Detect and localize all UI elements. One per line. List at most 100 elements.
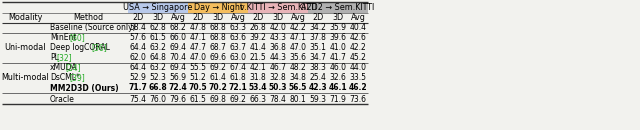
Text: 36.8: 36.8 bbox=[269, 44, 287, 53]
Text: 3D: 3D bbox=[212, 14, 223, 22]
Text: 47.0: 47.0 bbox=[189, 54, 207, 63]
Text: Avg: Avg bbox=[230, 14, 245, 22]
Text: 63.0: 63.0 bbox=[230, 54, 246, 63]
Text: 73.6: 73.6 bbox=[349, 95, 367, 103]
Text: Baseline (Source only): Baseline (Source only) bbox=[50, 24, 136, 32]
Text: 37.8: 37.8 bbox=[310, 34, 326, 43]
Bar bbox=[128, 2, 188, 13]
Text: PL: PL bbox=[50, 54, 59, 63]
Text: 69.6: 69.6 bbox=[209, 54, 227, 63]
Text: Multi-modal: Multi-modal bbox=[1, 73, 49, 83]
Text: xMUDA: xMUDA bbox=[50, 63, 77, 73]
Text: 47.0: 47.0 bbox=[289, 44, 307, 53]
Text: 39.6: 39.6 bbox=[330, 34, 346, 43]
Text: 58.4: 58.4 bbox=[129, 24, 147, 32]
Text: 62.8: 62.8 bbox=[150, 24, 166, 32]
Text: 2D: 2D bbox=[312, 14, 324, 22]
Text: 56.5: 56.5 bbox=[289, 83, 307, 93]
Text: 41.7: 41.7 bbox=[330, 54, 346, 63]
Text: 47.1: 47.1 bbox=[289, 34, 307, 43]
Text: 44.0: 44.0 bbox=[349, 63, 367, 73]
Text: 63.6: 63.6 bbox=[230, 34, 246, 43]
Text: 42.0: 42.0 bbox=[269, 24, 287, 32]
Text: 42.2: 42.2 bbox=[290, 24, 307, 32]
Text: 48.2: 48.2 bbox=[290, 63, 307, 73]
Text: 75.4: 75.4 bbox=[129, 95, 147, 103]
Text: 68.8: 68.8 bbox=[210, 34, 227, 43]
Bar bbox=[188, 2, 248, 13]
Text: Modality: Modality bbox=[8, 14, 42, 22]
Text: 64.4: 64.4 bbox=[129, 63, 147, 73]
Text: 45.2: 45.2 bbox=[349, 54, 367, 63]
Text: 69.2: 69.2 bbox=[230, 95, 246, 103]
Text: 44.3: 44.3 bbox=[269, 54, 287, 63]
Text: 63.2: 63.2 bbox=[150, 63, 166, 73]
Text: 69.4: 69.4 bbox=[170, 63, 186, 73]
Text: 42.1: 42.1 bbox=[250, 63, 266, 73]
Text: v.KITTI → Sem.KITTI: v.KITTI → Sem.KITTI bbox=[239, 3, 317, 12]
Text: Oracle: Oracle bbox=[50, 95, 75, 103]
Text: 78.4: 78.4 bbox=[269, 95, 287, 103]
Text: 71.9: 71.9 bbox=[330, 95, 346, 103]
Text: 46.7: 46.7 bbox=[269, 63, 287, 73]
Text: 40.4: 40.4 bbox=[349, 24, 367, 32]
Text: [32]: [32] bbox=[56, 54, 72, 63]
Text: [39]: [39] bbox=[69, 73, 84, 83]
Text: 68.8: 68.8 bbox=[210, 24, 227, 32]
Text: [24]: [24] bbox=[66, 63, 81, 73]
Text: 47.7: 47.7 bbox=[189, 44, 207, 53]
Text: [60]: [60] bbox=[69, 34, 84, 43]
Text: 61.5: 61.5 bbox=[150, 34, 166, 43]
Text: 2D: 2D bbox=[132, 14, 143, 22]
Text: 66.0: 66.0 bbox=[170, 34, 186, 43]
Text: 42.6: 42.6 bbox=[349, 34, 367, 43]
Text: 41.4: 41.4 bbox=[250, 44, 266, 53]
Text: 71.7: 71.7 bbox=[129, 83, 147, 93]
Text: 21.5: 21.5 bbox=[250, 54, 266, 63]
Text: 51.2: 51.2 bbox=[189, 73, 206, 83]
Text: 35.1: 35.1 bbox=[310, 44, 326, 53]
Text: 32.6: 32.6 bbox=[330, 73, 346, 83]
Text: USA → Singapore: USA → Singapore bbox=[124, 3, 193, 12]
Text: MinEnt: MinEnt bbox=[50, 34, 77, 43]
Text: 68.7: 68.7 bbox=[209, 44, 227, 53]
Text: 41.0: 41.0 bbox=[330, 44, 346, 53]
Text: 42.3: 42.3 bbox=[308, 83, 327, 93]
Text: 69.8: 69.8 bbox=[209, 95, 227, 103]
Text: 66.3: 66.3 bbox=[250, 95, 266, 103]
Text: A2D2 → Sem.KITTI: A2D2 → Sem.KITTI bbox=[301, 3, 374, 12]
Text: 33.5: 33.5 bbox=[349, 73, 367, 83]
Text: 34.7: 34.7 bbox=[310, 54, 326, 63]
Text: 69.4: 69.4 bbox=[170, 44, 186, 53]
Text: 70.2: 70.2 bbox=[209, 83, 227, 93]
Text: 53.4: 53.4 bbox=[249, 83, 268, 93]
Text: Avg: Avg bbox=[291, 14, 305, 22]
Text: 67.4: 67.4 bbox=[230, 63, 246, 73]
Text: 63.2: 63.2 bbox=[150, 44, 166, 53]
Text: 34.8: 34.8 bbox=[289, 73, 307, 83]
Text: 56.9: 56.9 bbox=[170, 73, 186, 83]
Text: 2D: 2D bbox=[252, 14, 264, 22]
Text: MM2D3D (Ours): MM2D3D (Ours) bbox=[50, 83, 118, 93]
Text: 38.3: 38.3 bbox=[310, 63, 326, 73]
Text: 52.9: 52.9 bbox=[129, 73, 147, 83]
Text: 34.2: 34.2 bbox=[310, 24, 326, 32]
Text: 39.2: 39.2 bbox=[250, 34, 266, 43]
Text: 69.2: 69.2 bbox=[209, 63, 227, 73]
Text: Deep logCORAL: Deep logCORAL bbox=[50, 44, 110, 53]
Text: 62.0: 62.0 bbox=[129, 54, 147, 63]
Text: Uni-modal: Uni-modal bbox=[4, 44, 45, 53]
Text: 35.6: 35.6 bbox=[289, 54, 307, 63]
Bar bbox=[248, 2, 308, 13]
Text: 2D: 2D bbox=[193, 14, 204, 22]
Text: Day → Night: Day → Night bbox=[193, 3, 243, 12]
Text: Avg: Avg bbox=[351, 14, 365, 22]
Text: 55.5: 55.5 bbox=[189, 63, 207, 73]
Text: 59.3: 59.3 bbox=[310, 95, 326, 103]
Text: 61.8: 61.8 bbox=[230, 73, 246, 83]
Text: 31.8: 31.8 bbox=[250, 73, 266, 83]
Text: 47.1: 47.1 bbox=[189, 34, 207, 43]
Text: 76.0: 76.0 bbox=[150, 95, 166, 103]
Text: 3D: 3D bbox=[152, 14, 164, 22]
Text: 32.8: 32.8 bbox=[269, 73, 286, 83]
